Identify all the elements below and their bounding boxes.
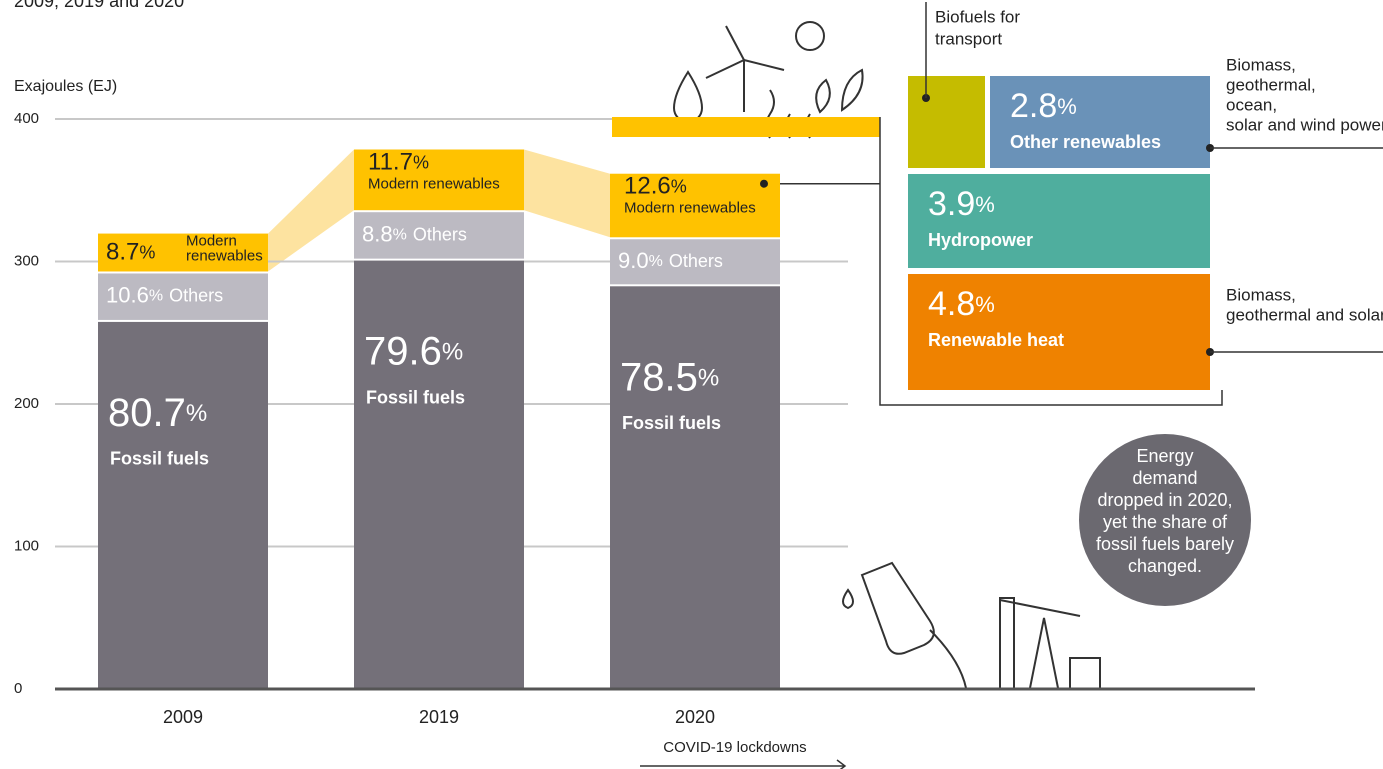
segment-name: Fossil fuels: [622, 413, 721, 433]
note-line: demand: [1132, 468, 1197, 488]
breakdown-name: transport: [935, 29, 1002, 48]
share-unit: %: [975, 292, 995, 317]
segment-name: Others: [413, 224, 467, 244]
x-tick-label: 2019: [419, 707, 459, 727]
y-tick-label: 0: [14, 680, 22, 697]
share-unit: %: [186, 400, 207, 427]
share-unit: %: [139, 242, 155, 262]
breakdown-name: Other renewables: [1010, 132, 1161, 152]
share-number: 8.8: [362, 221, 393, 246]
note-line: Energy: [1136, 446, 1193, 466]
breakdown-box: [908, 76, 985, 168]
share-label: 8.7%: [106, 239, 155, 266]
breakdown-box: [908, 274, 1210, 390]
share-unit: %: [671, 176, 687, 196]
breakdown-box: [990, 76, 1210, 168]
segment-name: Modern renewables: [624, 200, 756, 217]
breakdown-detail: Biomass,: [1226, 285, 1296, 304]
y-tick-label: 400: [14, 110, 39, 127]
share-label: 10.6% Others: [106, 283, 223, 308]
share-number: 9.0: [618, 248, 649, 273]
bar-segment: [98, 273, 268, 320]
segment-name: Others: [169, 285, 223, 305]
breakdown-box: [908, 174, 1210, 268]
share-number: 10.6: [106, 283, 149, 308]
breakdown-detail: geothermal,: [1226, 75, 1316, 94]
bar-segment: [610, 286, 780, 689]
share-label: 8.8% Others: [362, 221, 467, 246]
segment-name: Others: [669, 251, 723, 271]
breakdown-detail: solar and wind power: [1226, 115, 1383, 134]
bar-segment: [98, 321, 268, 689]
illustration: [672, 21, 1101, 689]
y-axis-label: Exajoules (EJ): [14, 78, 117, 95]
share-label: 4.8%: [928, 285, 995, 323]
note-line: yet the share of: [1103, 512, 1228, 532]
ground-bar: [612, 117, 880, 137]
share-number: 79.6: [364, 329, 442, 373]
segment-name: Modern renewables: [368, 175, 500, 192]
breakdown-detail: Biomass,: [1226, 55, 1296, 74]
note: Energy demand dropped in 2020, yet the shar…: [1096, 446, 1234, 576]
breakdown-detail: ocean,: [1226, 95, 1277, 114]
share-unit: %: [149, 288, 163, 305]
breakdown-name: Biofuels for: [935, 7, 1020, 26]
segment-name: Fossil fuels: [366, 387, 465, 407]
share-unit: %: [393, 227, 407, 244]
segment-name: renewables: [186, 248, 263, 265]
share-unit: %: [975, 192, 995, 217]
share-number: 8.7: [106, 239, 139, 266]
share-label: 78.5%: [620, 355, 719, 399]
share-number: 80.7: [108, 390, 186, 434]
segment-connector: [524, 149, 610, 238]
note-circle: [1079, 434, 1251, 606]
share-label: 3.9%: [928, 185, 995, 223]
share-number: 12.6: [624, 173, 671, 200]
breakdown-name: Renewable heat: [928, 330, 1064, 350]
share-label: 12.6%: [624, 173, 687, 200]
share-number: 11.7: [368, 149, 413, 176]
chart-subtitle: 2009, 2019 and 2020: [14, 0, 184, 11]
segment-name: Modern: [186, 233, 237, 250]
y-tick-label: 300: [14, 252, 39, 269]
share-number: 3.9: [928, 185, 975, 223]
x-tick-label: 2020: [675, 707, 715, 727]
note-line: dropped in 2020,: [1097, 490, 1232, 510]
share-unit: %: [413, 152, 429, 172]
share-number: 78.5: [620, 355, 698, 399]
bracket: [879, 117, 1223, 406]
annotation: COVID-19 lockdowns: [663, 739, 806, 756]
share-label: 80.7%: [108, 390, 207, 434]
share-label: 11.7%: [368, 149, 429, 176]
note-line: changed.: [1128, 556, 1202, 576]
share-unit: %: [1057, 94, 1077, 119]
breakdown-detail: geothermal and solar: [1226, 305, 1383, 324]
note-line: fossil fuels barely: [1096, 534, 1234, 554]
share-unit: %: [442, 339, 463, 366]
share-unit: %: [649, 253, 663, 270]
bar-segment: [610, 239, 780, 285]
y-tick-label: 100: [14, 537, 39, 554]
bar-segment: [354, 149, 524, 211]
share-label: 9.0% Others: [618, 248, 723, 273]
bar-segment: [610, 173, 780, 238]
segment-name: Fossil fuels: [110, 449, 209, 469]
segment-connector: [268, 149, 354, 272]
annotation-arrow: [640, 759, 847, 769]
share-number: 2.8: [1010, 87, 1057, 125]
y-tick-label: 200: [14, 395, 39, 412]
leader-dot: [760, 179, 768, 188]
bar-segment: [354, 260, 524, 689]
x-tick-label: 2009: [163, 707, 203, 727]
breakdown-name: Hydropower: [928, 230, 1033, 250]
share-label: 79.6%: [364, 329, 463, 373]
bar-segment: [98, 233, 268, 272]
share-label: 2.8%: [1010, 87, 1077, 125]
share-unit: %: [698, 365, 719, 392]
share-number: 4.8: [928, 285, 975, 323]
bar-segment: [354, 212, 524, 259]
